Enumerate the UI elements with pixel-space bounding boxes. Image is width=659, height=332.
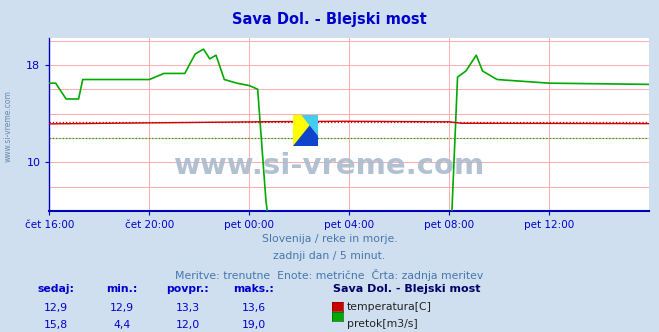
Text: www.si-vreme.com: www.si-vreme.com [174, 152, 485, 180]
Text: pretok[m3/s]: pretok[m3/s] [347, 319, 417, 329]
Text: 15,8: 15,8 [44, 320, 68, 330]
Text: 4,4: 4,4 [113, 320, 130, 330]
Text: sedaj:: sedaj: [38, 284, 74, 294]
Text: maks.:: maks.: [233, 284, 274, 294]
Text: Meritve: trenutne  Enote: metrične  Črta: zadnja meritev: Meritve: trenutne Enote: metrične Črta: … [175, 269, 484, 281]
Text: 12,9: 12,9 [44, 303, 68, 313]
Text: min.:: min.: [106, 284, 138, 294]
Text: Sava Dol. - Blejski most: Sava Dol. - Blejski most [333, 284, 480, 294]
Text: 19,0: 19,0 [242, 320, 266, 330]
Text: zadnji dan / 5 minut.: zadnji dan / 5 minut. [273, 251, 386, 261]
Text: 13,6: 13,6 [242, 303, 266, 313]
Text: povpr.:: povpr.: [167, 284, 209, 294]
Polygon shape [293, 115, 318, 146]
Text: www.si-vreme.com: www.si-vreme.com [3, 90, 13, 162]
Text: 12,0: 12,0 [176, 320, 200, 330]
Polygon shape [302, 115, 318, 135]
Text: Slovenija / reke in morje.: Slovenija / reke in morje. [262, 234, 397, 244]
Text: 13,3: 13,3 [176, 303, 200, 313]
Polygon shape [293, 115, 318, 146]
Text: Sava Dol. - Blejski most: Sava Dol. - Blejski most [232, 12, 427, 27]
Text: temperatura[C]: temperatura[C] [347, 302, 432, 312]
Text: 12,9: 12,9 [110, 303, 134, 313]
